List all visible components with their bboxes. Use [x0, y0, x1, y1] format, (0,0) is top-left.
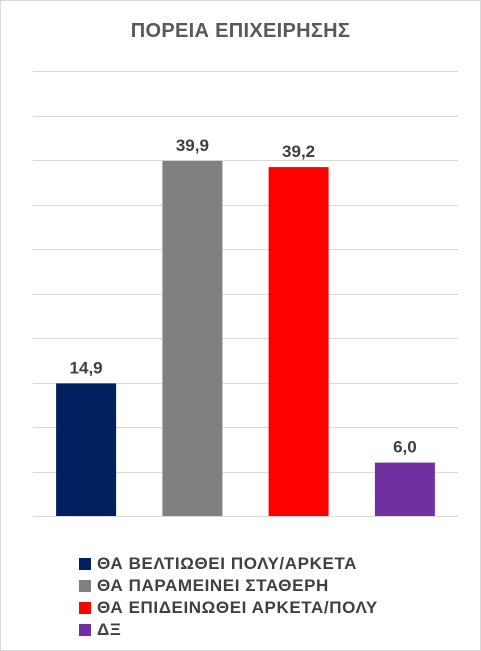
bar	[162, 160, 223, 516]
bar	[374, 462, 435, 516]
bar-value-label: 6,0	[393, 438, 417, 457]
bar	[56, 383, 117, 516]
legend-label: ΔΞ	[97, 620, 122, 639]
legend-item: ΘΑ ΒΕΛΤΙΩΘΕΙ ΠΟΛΥ/ΑΡΚΕΤΑ	[79, 553, 378, 575]
bar-chart-plot: 14,9 39,9 39,2 6,0	[33, 71, 458, 517]
legend-label: ΘΑ ΠΑΡΑΜΕΙΝΕΙ ΣΤΑΘΕΡΗ	[97, 576, 329, 595]
legend: ΘΑ ΒΕΛΤΙΩΘΕΙ ΠΟΛΥ/ΑΡΚΕΤΑ ΘΑ ΠΑΡΑΜΕΙΝΕΙ ΣΤ…	[79, 553, 378, 641]
legend-item: ΔΞ	[79, 619, 378, 641]
legend-swatch	[79, 558, 91, 570]
bars	[56, 160, 435, 516]
legend-label: ΘΑ ΕΠΙΔΕΙΝΩΘΕΙ ΑΡΚΕΤΑ/ΠΟΛΥ	[97, 598, 378, 617]
chart-title: ΠΟΡΕΙΑ ΕΠΙΧΕΙΡΗΣΗΣ	[130, 20, 351, 42]
bar	[268, 167, 329, 516]
value-labels: 14,9 39,9 39,2 6,0	[70, 136, 417, 457]
legend-swatch	[79, 580, 91, 592]
bar-value-label: 39,9	[176, 136, 209, 155]
legend-swatch	[79, 624, 91, 636]
legend-item: ΘΑ ΠΑΡΑΜΕΙΝΕΙ ΣΤΑΘΕΡΗ	[79, 575, 378, 597]
legend-item: ΘΑ ΕΠΙΔΕΙΝΩΘΕΙ ΑΡΚΕΤΑ/ΠΟΛΥ	[79, 597, 378, 619]
bar-value-label: 39,2	[282, 142, 315, 161]
legend-label: ΘΑ ΒΕΛΤΙΩΘΕΙ ΠΟΛΥ/ΑΡΚΕΤΑ	[97, 554, 357, 573]
bar-value-label: 14,9	[70, 358, 103, 377]
legend-swatch	[79, 602, 91, 614]
